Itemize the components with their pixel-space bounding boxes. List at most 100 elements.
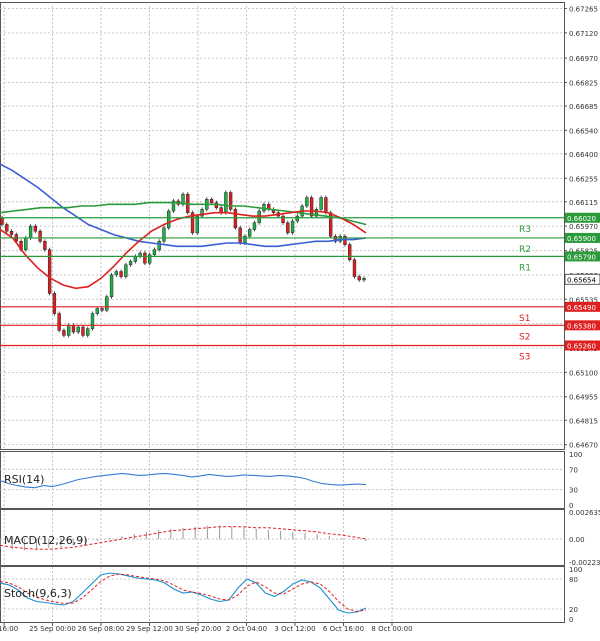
time-tick-label: 29 Sep 12:00	[126, 625, 173, 633]
time-tick-label: 6 Oct 16:00	[323, 625, 364, 633]
pivot-price-tag-label: 0.65380	[567, 322, 596, 330]
rsi-tick-label: 100	[569, 451, 582, 459]
pivot-level-label: R1	[519, 263, 531, 273]
candle-bearish	[47, 249, 52, 294]
macd-title: MACD(12,26,9)	[4, 534, 88, 547]
candle-bullish	[338, 235, 342, 242]
moving-average-line-0	[0, 163, 367, 248]
candle-bullish	[133, 256, 138, 262]
macd-tick-label: 0.00	[569, 536, 585, 544]
candle-bearish	[233, 209, 238, 229]
candle-bullish	[181, 193, 185, 205]
rsi-line	[0, 472, 367, 489]
price-tick-label: 0.64670	[569, 442, 598, 450]
time-tick-label: 8 Oct 00:00	[371, 625, 412, 633]
price-tick-label: 0.64955	[569, 394, 598, 402]
pivot-level-label: S3	[519, 352, 530, 362]
price-tick-label: 0.66825	[569, 79, 598, 87]
pivot-price-tag	[565, 340, 600, 351]
candle-bearish	[0, 217, 4, 225]
price-tick-label: 0.66685	[569, 103, 598, 111]
pivot-level-label: R2	[519, 245, 531, 255]
candle-bearish	[324, 197, 328, 213]
candle-bullish	[114, 271, 118, 276]
candle-bearish	[309, 197, 314, 217]
candle-bearish	[5, 224, 9, 232]
candle-bullish	[224, 192, 228, 213]
candle-bearish	[286, 222, 290, 234]
candle-bearish	[9, 230, 14, 235]
pivot-price-tag-label: 0.66020	[567, 215, 596, 223]
candle-bullish	[305, 197, 309, 207]
candle-bullish	[128, 261, 133, 266]
candle-bearish	[238, 227, 242, 244]
stoch-k-line	[0, 572, 367, 614]
rsi-tick-label: 0	[569, 502, 573, 510]
candle-bullish	[314, 209, 319, 217]
candle-bullish	[124, 264, 128, 277]
candle-bullish	[105, 296, 109, 311]
pivot-price-tag	[565, 320, 600, 331]
candle-bearish	[228, 192, 233, 210]
candle-bearish	[352, 259, 357, 277]
candle-bearish	[143, 252, 147, 264]
candle-bearish	[328, 212, 333, 237]
price-tick-label: 0.66255	[569, 175, 598, 183]
stoch-d-line	[0, 573, 367, 613]
candle-bearish	[33, 225, 38, 232]
pivot-price-tag	[565, 212, 600, 223]
stoch-title: Stoch(9,6,3)	[4, 587, 72, 600]
current-price-tag	[564, 273, 600, 285]
rsi-tick-label: 30	[569, 487, 578, 495]
candle-bullish	[147, 254, 152, 264]
candle-bullish	[195, 215, 199, 234]
candle-bearish	[333, 235, 338, 242]
candle-bullish	[243, 235, 247, 244]
price-tick-label: 0.65100	[569, 369, 598, 377]
price-tick-label: 0.67265	[569, 6, 598, 14]
macd-tick-label: -0.002236	[569, 559, 600, 567]
price-tick-label: 0.65535	[569, 296, 598, 304]
stoch-tick-label: 20	[569, 606, 578, 614]
macd-tick-label: 0.002635	[569, 509, 600, 517]
candle-bullish	[362, 278, 366, 281]
candle-bearish	[62, 330, 66, 336]
time-tick-label: 3 Oct 12:00	[274, 625, 315, 633]
price-tick-label: 0.65970	[569, 223, 598, 231]
candle-bullish	[162, 227, 166, 242]
candle-bearish	[57, 313, 61, 331]
moving-average-line-1	[0, 201, 367, 226]
candle-bullish	[90, 313, 95, 329]
macd-signal-line	[0, 526, 367, 550]
candle-bullish	[248, 229, 252, 237]
candle-bearish	[348, 244, 352, 261]
candle-bearish	[119, 271, 123, 277]
candle-bullish	[319, 197, 323, 210]
candle-bullish	[24, 237, 28, 250]
candle-bullish	[86, 328, 90, 336]
pivot-level-label: S1	[519, 314, 530, 324]
candle-bullish	[295, 215, 299, 222]
pivot-price-tag	[565, 232, 600, 243]
pivot-price-tag-label: 0.65260	[567, 342, 596, 350]
stoch-tick-label: 100	[569, 566, 582, 574]
moving-average-line-2	[0, 210, 367, 290]
price-tick-label: 0.66540	[569, 127, 598, 135]
pivot-price-tag-label: 0.65900	[567, 235, 596, 243]
rsi-panel-frame	[0, 451, 565, 509]
stoch-panel-frame	[0, 566, 565, 623]
time-tick-label: 16:00	[0, 625, 18, 633]
price-tick-label: 0.66970	[569, 55, 598, 63]
candle-bearish	[357, 276, 361, 281]
time-tick-label: 2 Oct 04:00	[226, 625, 267, 633]
pivot-price-tag-label: 0.65790	[567, 253, 596, 261]
candle-bearish	[190, 212, 195, 234]
time-tick-label: 26 Sep 08:00	[78, 625, 125, 633]
candle-bullish	[152, 249, 157, 255]
stoch-tick-label: 0	[569, 616, 573, 624]
pivot-price-tag	[565, 301, 600, 312]
candle-bullish	[67, 325, 71, 336]
candle-bullish	[290, 220, 295, 234]
candle-bearish	[38, 230, 42, 242]
